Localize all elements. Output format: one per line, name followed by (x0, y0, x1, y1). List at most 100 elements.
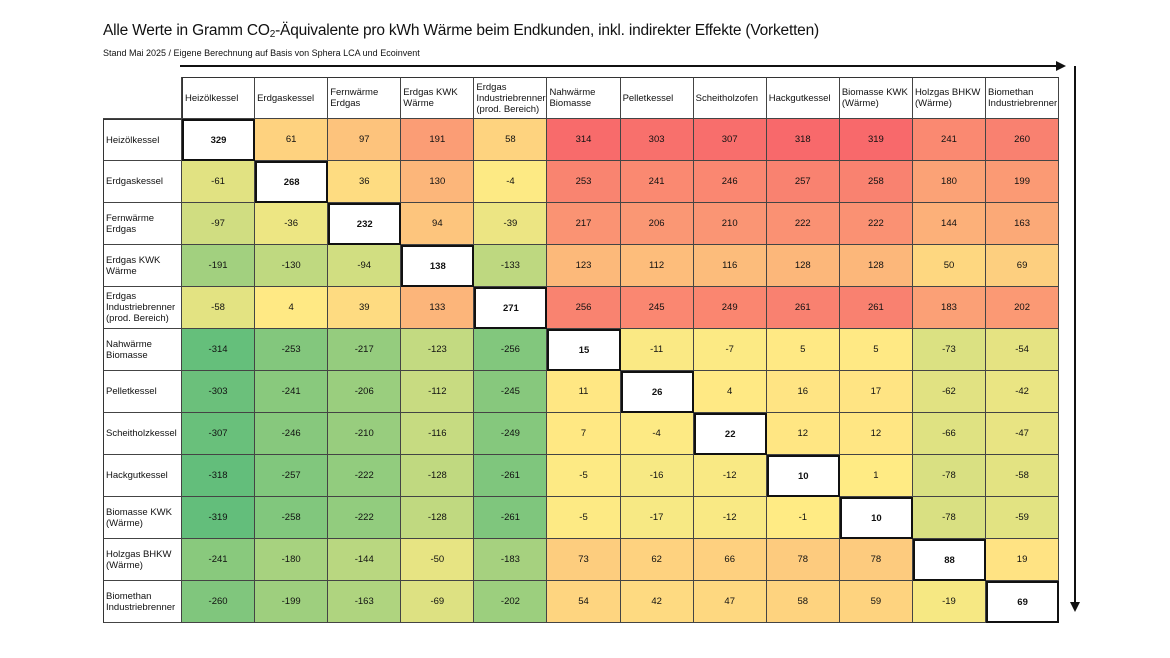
heatmap-cell: 17 (839, 371, 913, 413)
heatmap-cell: 58 (766, 581, 840, 623)
heatmap-cell: 1 (839, 455, 913, 497)
corner-cell (103, 77, 182, 119)
heatmap-cell: 133 (401, 287, 475, 329)
row-header: Nahwärme Biomasse (103, 329, 182, 371)
row-header: Heizölkessel (103, 119, 182, 161)
heatmap-cell: -69 (401, 581, 475, 623)
heatmap-cell: 130 (401, 161, 475, 203)
heatmap-cell: -163 (328, 581, 402, 623)
heatmap-cell: -73 (912, 329, 987, 371)
heatmap-cell: 163 (986, 203, 1060, 245)
heatmap-cell: -94 (328, 245, 402, 287)
heatmap-cell: -58 (986, 455, 1060, 497)
heatmap-cell: 69 (986, 245, 1060, 287)
heatmap-cell: 62 (620, 539, 694, 581)
heatmap-cell: 58 (474, 119, 548, 161)
heatmap-cell: -202 (474, 581, 548, 623)
heatmap-cell: 314 (547, 119, 621, 161)
heatmap-cell: 36 (328, 161, 402, 203)
heatmap-cell: 199 (986, 161, 1060, 203)
row-header: Pelletkessel (103, 371, 182, 413)
column-header: Nahwärme Biomasse (547, 77, 621, 119)
heatmap-cell: 318 (766, 119, 840, 161)
heatmap-cell: -217 (328, 329, 402, 371)
heatmap-cell: -78 (912, 455, 987, 497)
heatmap-cell: 12 (766, 413, 840, 455)
heatmap-cell: -59 (986, 497, 1060, 539)
arrow-down-icon (1070, 602, 1080, 612)
heatmap-cell: -7 (693, 329, 767, 371)
heatmap-cell: -257 (255, 455, 329, 497)
heatmap-cell: 258 (839, 161, 913, 203)
column-header: Hackgutkessel (766, 77, 840, 119)
heatmap-cell: -128 (401, 455, 475, 497)
heatmap-cell: -5 (547, 497, 621, 539)
heatmap-cell: -199 (255, 581, 329, 623)
heatmap-cell: 112 (620, 245, 694, 287)
heatmap-cell: 97 (328, 119, 402, 161)
heatmap-cell: -36 (255, 203, 329, 245)
heatmap-cell: -128 (401, 497, 475, 539)
column-header: Erdgas KWK Wärme (401, 77, 475, 119)
row-header: Biomethan Industriebrenner (103, 581, 182, 623)
row-header: Erdgas Industriebrenner (prod. Bereich) (103, 287, 182, 329)
heatmap-cell: 246 (693, 161, 767, 203)
heatmap-cell-diagonal: 271 (474, 287, 548, 329)
heatmap-cell-diagonal: 88 (912, 539, 987, 581)
heatmap-cell: 183 (912, 287, 987, 329)
heatmap-cell: -318 (182, 455, 256, 497)
heatmap-cell: -116 (401, 413, 475, 455)
chart-title: Alle Werte in Gramm CO2-Äquivalente pro … (103, 22, 819, 40)
row-header: Hackgutkessel (103, 455, 182, 497)
heatmap-cell: -11 (620, 329, 694, 371)
heatmap-cell: 4 (693, 371, 767, 413)
heatmap-cell: 260 (986, 119, 1060, 161)
heatmap-cell: 12 (839, 413, 913, 455)
heatmap-cell: -61 (182, 161, 256, 203)
heatmap-cell: 217 (547, 203, 621, 245)
heatmap-cell: 249 (693, 287, 767, 329)
heatmap-cell: 47 (693, 581, 767, 623)
heatmap-cell: -4 (474, 161, 548, 203)
heatmap-cell: -260 (182, 581, 256, 623)
heatmap-cell: 303 (620, 119, 694, 161)
heatmap-cell: -210 (328, 413, 402, 455)
heatmap-cell-diagonal: 232 (328, 203, 402, 245)
heatmap-cell: 42 (620, 581, 694, 623)
row-header: Erdgaskessel (103, 161, 182, 203)
heatmap-cell-diagonal: 10 (839, 497, 913, 539)
heatmap-cell: -112 (401, 371, 475, 413)
heatmap-cell: 206 (620, 203, 694, 245)
heatmap-cell: -249 (474, 413, 548, 455)
heatmap-cell: -5 (547, 455, 621, 497)
heatmap-cell: 191 (401, 119, 475, 161)
row-header: Biomasse KWK (Wärme) (103, 497, 182, 539)
column-header: Biomasse KWK (Wärme) (839, 77, 913, 119)
heatmap-cell: 123 (547, 245, 621, 287)
column-header: Erdgaskessel (255, 77, 329, 119)
heatmap-cell-diagonal: 329 (182, 119, 256, 161)
row-header: Holzgas BHKW (Wärme) (103, 539, 182, 581)
heatmap-cell: 256 (547, 287, 621, 329)
heatmap-cell: -183 (474, 539, 548, 581)
heatmap-cell: -78 (912, 497, 987, 539)
heatmap-cell: 94 (401, 203, 475, 245)
row-header: Erdgas KWK Wärme (103, 245, 182, 287)
column-header: Holzgas BHKW (Wärme) (912, 77, 987, 119)
heatmap-cell: -245 (474, 371, 548, 413)
heatmap-cell: -258 (255, 497, 329, 539)
heatmap-cell: 50 (912, 245, 987, 287)
heatmap-cell: 78 (839, 539, 913, 581)
heatmap-cell: 261 (766, 287, 840, 329)
column-header: Erdgas Industriebrenner (prod. Bereich) (474, 77, 548, 119)
heatmap-cell: 54 (547, 581, 621, 623)
heatmap-cell: -12 (693, 455, 767, 497)
heatmap-cell: -256 (474, 329, 548, 371)
heatmap-cell: 116 (693, 245, 767, 287)
title-part: Alle Werte in Gramm CO (103, 22, 270, 39)
heatmap-cell: 222 (766, 203, 840, 245)
column-header: Heizölkessel (182, 77, 256, 119)
heatmap-cell: 19 (986, 539, 1060, 581)
heatmap-cell: -1 (766, 497, 840, 539)
heatmap-cell: -307 (182, 413, 256, 455)
